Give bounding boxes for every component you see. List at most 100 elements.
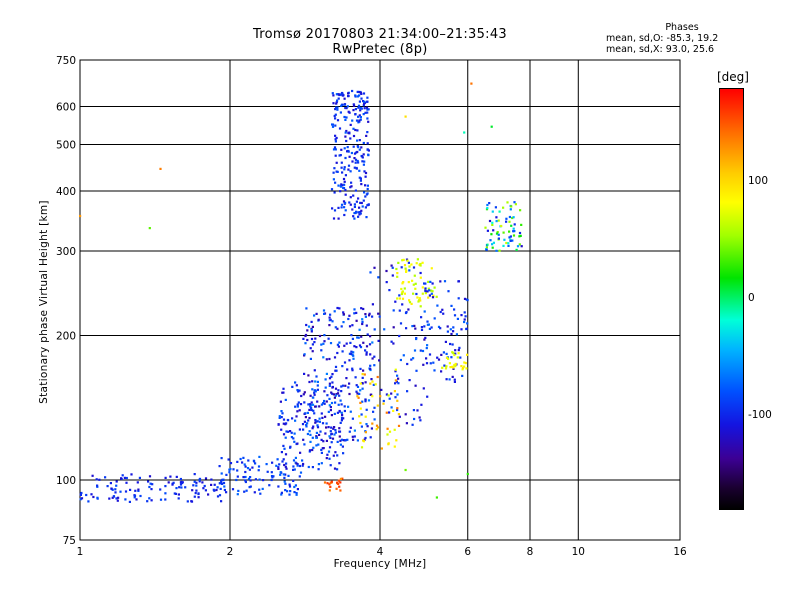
scatter-point — [342, 417, 345, 420]
scatter-point — [358, 114, 361, 117]
scatter-point — [497, 237, 500, 240]
scatter-point — [373, 406, 376, 409]
scatter-point — [295, 415, 298, 418]
scatter-point — [353, 435, 356, 438]
scatter-point — [215, 488, 218, 492]
scatter-point — [353, 205, 356, 208]
scatter-point — [244, 465, 247, 468]
scatter-point — [354, 128, 357, 132]
scatter-point — [323, 481, 327, 484]
scatter-point — [486, 203, 489, 207]
scatter-point — [352, 438, 355, 441]
scatter-point — [485, 208, 489, 211]
scatter-point — [349, 170, 352, 173]
scatter-point — [351, 89, 354, 93]
scatter-point — [408, 379, 411, 382]
scatter-point — [451, 343, 454, 346]
chart-title: Tromsø 20170803 21:34:00–21:35:43 RwPret… — [0, 27, 760, 57]
scatter-point — [310, 328, 313, 331]
scatter-point — [352, 145, 355, 148]
scatter-point — [244, 480, 247, 484]
scatter-point — [508, 230, 511, 233]
scatter-point — [347, 168, 350, 171]
scatter-point — [320, 343, 323, 346]
scatter-point — [334, 138, 337, 141]
scatter-point — [311, 350, 314, 353]
scatter-point — [377, 339, 380, 342]
scatter-point — [345, 139, 348, 143]
scatter-point — [426, 323, 429, 326]
scatter-point — [292, 459, 296, 462]
scatter-point — [454, 365, 457, 368]
scatter-point — [289, 445, 292, 448]
scatter-point — [331, 123, 334, 126]
scatter-point — [495, 216, 498, 219]
scatter-point — [507, 242, 510, 245]
scatter-point — [366, 111, 369, 114]
scatter-point — [322, 342, 325, 345]
scatter-point — [331, 385, 334, 389]
scatter-point — [285, 422, 288, 425]
scatter-point — [358, 148, 361, 151]
scatter-point — [430, 326, 433, 329]
scatter-point — [513, 223, 516, 226]
scatter-point — [419, 276, 422, 279]
scatter-point — [368, 343, 372, 346]
scatter-point — [334, 326, 337, 329]
scatter-point — [352, 354, 355, 357]
scatter-point — [348, 155, 351, 158]
scatter-point — [452, 330, 455, 333]
scatter-point — [179, 477, 182, 481]
scatter-point — [450, 332, 453, 336]
scatter-point — [424, 288, 427, 291]
scatter-point — [412, 266, 416, 269]
scatter-point — [506, 201, 509, 204]
scatter-point — [343, 361, 347, 364]
scatter-point — [184, 486, 187, 489]
scatter-point — [344, 384, 347, 387]
scatter-point — [428, 353, 432, 356]
scatter-point — [306, 329, 309, 332]
scatter-point — [395, 267, 398, 271]
scatter-point — [249, 476, 252, 479]
scatter-point — [358, 100, 361, 103]
scatter-point — [303, 401, 306, 404]
scatter-point — [198, 477, 202, 480]
scatter-point — [364, 175, 367, 178]
scatter-point — [149, 482, 152, 485]
scatter-point — [382, 402, 385, 405]
scatter-point — [338, 485, 341, 488]
scatter-point — [351, 160, 354, 163]
scatter-point — [338, 462, 341, 465]
scatter-point — [386, 433, 389, 436]
scatter-point — [419, 262, 422, 266]
scatter-point — [361, 318, 364, 321]
scatter-point — [280, 493, 283, 496]
scatter-point — [387, 394, 390, 397]
scatter-point — [220, 457, 223, 460]
scatter-point — [280, 416, 283, 419]
scatter-point — [465, 327, 468, 330]
scatter-point — [167, 481, 170, 484]
scatter-point — [301, 423, 305, 426]
scatter-point — [485, 246, 488, 249]
scatter-point — [347, 150, 350, 153]
scatter-point — [335, 101, 338, 104]
scatter-point — [258, 478, 261, 481]
scatter-point — [326, 453, 329, 456]
scatter-point — [383, 328, 386, 331]
scatter-point — [295, 384, 298, 387]
scatter-point — [320, 349, 323, 352]
scatter-point — [432, 294, 435, 297]
scatter-point — [106, 485, 109, 488]
scatter-point — [282, 444, 285, 447]
scatter-point — [360, 413, 363, 416]
scatter-point — [329, 485, 332, 488]
scatter-point — [430, 292, 433, 295]
scatter-point — [341, 413, 344, 416]
scatter-point — [336, 108, 339, 111]
scatter-point — [210, 478, 213, 481]
scatter-point — [461, 368, 464, 371]
scatter-point — [268, 484, 271, 487]
scatter-point — [463, 361, 466, 364]
